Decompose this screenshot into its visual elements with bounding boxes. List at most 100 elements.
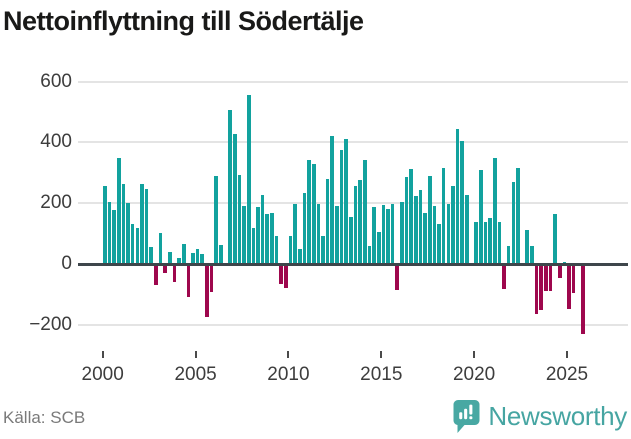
bar	[279, 264, 283, 285]
bar	[321, 236, 325, 264]
gridline	[78, 141, 628, 144]
bar	[395, 264, 400, 290]
bar	[177, 257, 181, 264]
bar	[530, 246, 534, 264]
bar	[358, 180, 362, 264]
bar	[339, 150, 344, 264]
y-axis-label: −200	[29, 313, 72, 335]
bar	[168, 251, 172, 264]
bar	[474, 222, 478, 264]
source-label: Källa: SCB	[3, 408, 86, 427]
bar	[149, 246, 154, 264]
bar	[209, 264, 214, 292]
x-axis-label: 2025	[545, 364, 589, 385]
bar	[349, 216, 353, 264]
bar	[284, 264, 288, 289]
bar	[205, 264, 209, 317]
bar	[270, 212, 274, 264]
bar	[557, 264, 562, 278]
bar	[116, 157, 121, 264]
bar	[400, 201, 404, 264]
x-axis-label: 2020	[452, 364, 496, 385]
bar	[506, 246, 511, 264]
zero-line-overlay	[78, 262, 628, 266]
bar	[432, 205, 437, 264]
bar	[381, 205, 386, 264]
x-axis-label: 2000	[81, 364, 124, 385]
bar	[140, 184, 144, 264]
bar	[534, 264, 539, 314]
gridline	[78, 80, 628, 83]
bar	[307, 159, 311, 264]
bar	[483, 222, 488, 264]
bar	[144, 188, 149, 264]
x-axis-tick	[473, 351, 476, 358]
bar	[242, 206, 246, 264]
bar	[330, 136, 335, 264]
x-axis-label: 2005	[174, 364, 217, 385]
bar	[288, 235, 293, 264]
bar	[423, 212, 427, 264]
gridline	[78, 202, 628, 205]
bar	[437, 223, 441, 264]
bar	[154, 264, 158, 285]
bar	[103, 186, 107, 264]
y-axis-label: 600	[40, 70, 72, 92]
bar	[362, 159, 367, 264]
bar	[191, 253, 195, 264]
bar	[186, 264, 191, 297]
bar	[311, 163, 316, 264]
bar	[488, 218, 492, 264]
bar	[544, 264, 548, 291]
bar	[427, 175, 432, 264]
bar	[404, 177, 409, 264]
bar	[511, 181, 516, 264]
bar	[344, 138, 348, 264]
bar	[228, 109, 232, 264]
bar	[172, 264, 177, 282]
bar	[251, 227, 256, 264]
bar	[181, 244, 186, 264]
y-axis-label: 200	[40, 192, 72, 214]
bar	[316, 204, 321, 264]
bar	[130, 223, 135, 264]
bar	[446, 203, 451, 264]
bar	[479, 170, 483, 264]
bar	[492, 157, 497, 264]
bar	[502, 264, 506, 290]
x-axis-tick	[194, 351, 197, 358]
bar	[112, 210, 116, 264]
bar	[571, 264, 576, 293]
y-axis-label: 400	[40, 131, 72, 153]
bar	[214, 175, 218, 264]
bar	[372, 206, 376, 264]
bar	[451, 186, 455, 264]
bar	[460, 141, 465, 264]
bar	[265, 214, 270, 264]
newsworthy-logo: Newsworthy	[453, 399, 627, 434]
bar	[274, 235, 279, 264]
bar	[107, 201, 112, 264]
bar	[376, 231, 381, 264]
bar	[256, 206, 260, 264]
bar	[302, 192, 307, 264]
newsworthy-badge-icon	[453, 399, 480, 434]
bar	[553, 213, 557, 264]
bar	[581, 264, 585, 335]
bar	[121, 183, 126, 264]
chart-title: Nettoinflyttning till Södertälje	[3, 6, 364, 36]
bar	[367, 245, 372, 264]
newsworthy-wordmark: Newsworthy	[488, 401, 627, 431]
bar	[297, 249, 302, 264]
bar	[163, 264, 167, 274]
bar	[158, 232, 163, 264]
x-axis-tick	[101, 351, 104, 358]
bar	[232, 133, 237, 264]
bar	[219, 245, 223, 264]
bar	[455, 129, 460, 264]
bar	[409, 168, 413, 264]
x-axis-label: 2010	[267, 364, 310, 385]
bar	[516, 167, 520, 264]
x-axis-label: 2015	[360, 364, 403, 385]
